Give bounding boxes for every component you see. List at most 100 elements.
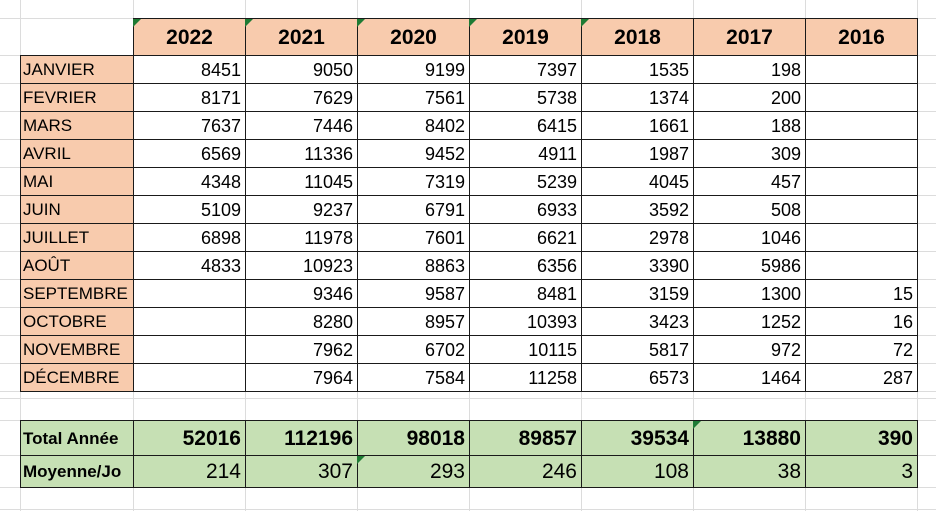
value-cell[interactable] [133,279,246,308]
value-cell[interactable]: 11258 [469,363,582,392]
value-cell[interactable]: 6573 [581,363,694,392]
value-cell[interactable]: 6621 [469,223,582,252]
value-cell[interactable]: 198 [693,55,806,84]
value-cell[interactable]: 6356 [469,251,582,280]
value-cell[interactable]: 10393 [469,307,582,336]
value-cell[interactable]: 4911 [469,139,582,168]
value-cell[interactable]: 188 [693,111,806,140]
value-cell[interactable]: 8402 [357,111,470,140]
value-cell[interactable]: 1252 [693,307,806,336]
value-cell[interactable]: 8481 [469,279,582,308]
value-cell[interactable]: 9346 [245,279,358,308]
month-label-cell[interactable]: SEPTEMBRE [20,279,134,308]
value-cell[interactable]: 9050 [245,55,358,84]
value-cell[interactable] [805,167,918,196]
value-cell[interactable]: 10115 [469,335,582,364]
value-cell[interactable] [805,195,918,224]
value-cell[interactable]: 10923 [245,251,358,280]
month-label-cell[interactable]: AOÛT [20,251,134,280]
value-cell[interactable]: 16 [805,307,918,336]
month-label-cell[interactable]: JUIN [20,195,134,224]
value-cell[interactable]: 7584 [357,363,470,392]
month-label-cell[interactable]: JUILLET [20,223,134,252]
value-cell[interactable]: 9199 [357,55,470,84]
value-cell[interactable]: 5109 [133,195,246,224]
value-cell[interactable]: 5817 [581,335,694,364]
value-cell[interactable] [133,307,246,336]
value-cell[interactable]: 7964 [245,363,358,392]
value-cell[interactable]: 972 [693,335,806,364]
month-label-cell[interactable]: DÉCEMBRE [20,363,134,392]
value-cell[interactable]: 15 [805,279,918,308]
value-cell[interactable]: 7446 [245,111,358,140]
year-header-cell[interactable]: 2018 [581,18,694,56]
value-cell[interactable]: 7629 [245,83,358,112]
value-cell[interactable]: 8451 [133,55,246,84]
total-cell[interactable]: 39534 [581,420,694,456]
value-cell[interactable]: 4348 [133,167,246,196]
value-cell[interactable]: 5738 [469,83,582,112]
value-cell[interactable]: 9237 [245,195,358,224]
value-cell[interactable] [805,55,918,84]
value-cell[interactable]: 1300 [693,279,806,308]
average-cell[interactable]: 293 [357,455,470,488]
year-header-cell[interactable]: 2021 [245,18,358,56]
value-cell[interactable]: 5239 [469,167,582,196]
value-cell[interactable]: 9587 [357,279,470,308]
month-label-cell[interactable]: NOVEMBRE [20,335,134,364]
value-cell[interactable]: 7637 [133,111,246,140]
total-label-cell[interactable]: Total Année [20,420,134,456]
value-cell[interactable] [805,223,918,252]
month-label-cell[interactable]: MARS [20,111,134,140]
month-label-cell[interactable]: FEVRIER [20,83,134,112]
value-cell[interactable]: 5986 [693,251,806,280]
value-cell[interactable]: 72 [805,335,918,364]
month-label-cell[interactable]: AVRIL [20,139,134,168]
value-cell[interactable]: 1987 [581,139,694,168]
value-cell[interactable]: 3592 [581,195,694,224]
value-cell[interactable]: 1374 [581,83,694,112]
value-cell[interactable]: 1464 [693,363,806,392]
value-cell[interactable]: 11978 [245,223,358,252]
value-cell[interactable] [805,139,918,168]
value-cell[interactable]: 8171 [133,83,246,112]
value-cell[interactable]: 1046 [693,223,806,252]
total-cell[interactable]: 390 [805,420,918,456]
value-cell[interactable]: 457 [693,167,806,196]
average-cell[interactable]: 38 [693,455,806,488]
year-header-cell[interactable]: 2019 [469,18,582,56]
value-cell[interactable] [133,335,246,364]
value-cell[interactable] [805,111,918,140]
value-cell[interactable]: 287 [805,363,918,392]
average-label-cell[interactable]: Moyenne/Jo [20,455,134,488]
total-cell[interactable]: 112196 [245,420,358,456]
value-cell[interactable]: 1535 [581,55,694,84]
value-cell[interactable]: 4833 [133,251,246,280]
year-header-cell[interactable]: 2020 [357,18,470,56]
value-cell[interactable]: 309 [693,139,806,168]
value-cell[interactable]: 200 [693,83,806,112]
total-cell[interactable]: 52016 [133,420,246,456]
value-cell[interactable]: 4045 [581,167,694,196]
value-cell[interactable]: 3390 [581,251,694,280]
value-cell[interactable]: 1661 [581,111,694,140]
value-cell[interactable]: 8863 [357,251,470,280]
total-cell[interactable]: 13880 [693,420,806,456]
value-cell[interactable] [133,363,246,392]
value-cell[interactable]: 8957 [357,307,470,336]
value-cell[interactable]: 7601 [357,223,470,252]
average-cell[interactable]: 108 [581,455,694,488]
value-cell[interactable] [805,83,918,112]
month-label-cell[interactable]: MAI [20,167,134,196]
year-header-cell[interactable]: 2016 [805,18,918,56]
value-cell[interactable]: 7962 [245,335,358,364]
year-header-cell[interactable]: 2017 [693,18,806,56]
value-cell[interactable]: 6898 [133,223,246,252]
value-cell[interactable]: 7319 [357,167,470,196]
value-cell[interactable]: 6569 [133,139,246,168]
value-cell[interactable] [805,251,918,280]
value-cell[interactable]: 3423 [581,307,694,336]
average-cell[interactable]: 307 [245,455,358,488]
value-cell[interactable]: 2978 [581,223,694,252]
